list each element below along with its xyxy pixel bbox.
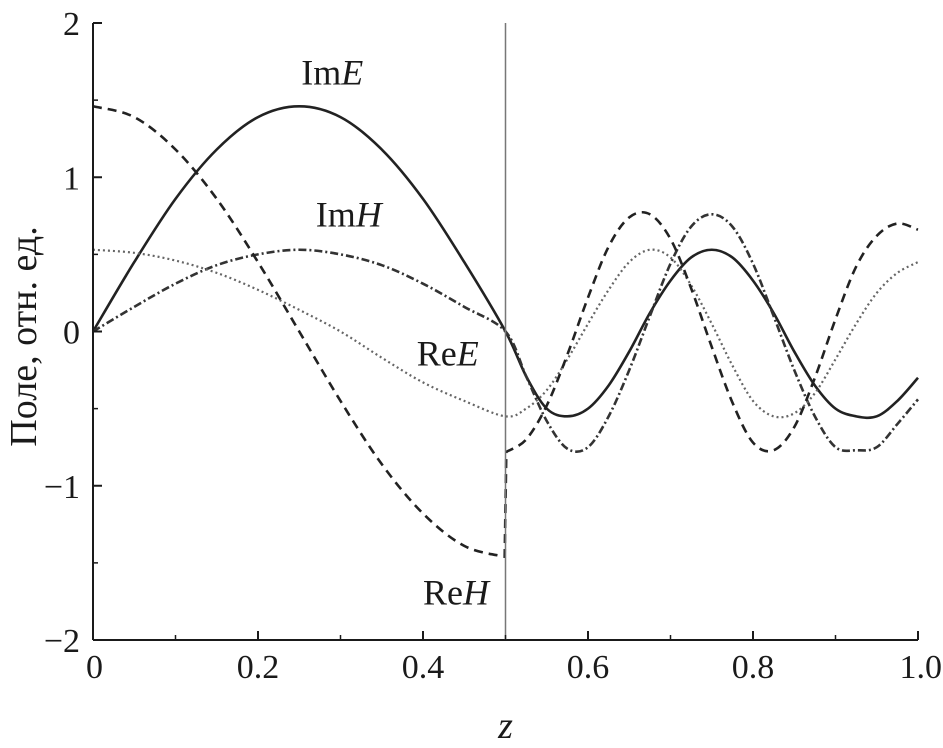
x-tick-label: 1.0	[900, 649, 943, 686]
axes-layer	[92, 23, 918, 641]
x-axis-title: z	[497, 705, 513, 747]
series-label-ree: ReE	[417, 333, 479, 373]
series-ree-line	[92, 248, 919, 419]
x-tick-label: 0.8	[732, 649, 775, 686]
x-tick-label: 0.4	[402, 649, 445, 686]
x-tick-label: 0.6	[567, 649, 610, 686]
annotation-layer: ImE ImH ReE ReH	[301, 53, 491, 613]
y-tick-label: 1	[63, 160, 80, 197]
series-reh-line	[92, 105, 919, 559]
series-imh-line	[92, 212, 919, 453]
y-tick-label: −1	[44, 469, 80, 506]
series-layer	[91, 104, 919, 559]
x-tick-label: 0.2	[237, 649, 280, 686]
tick-layer: 0 0.2 0.4 0.6 0.8 1.0 −2 −1 0 1 2	[44, 6, 942, 686]
y-tick-label: 2	[63, 6, 80, 43]
series-label-reh: ReH	[423, 573, 491, 613]
x-tick-label: 0	[86, 649, 103, 686]
y-axis-title: Поле, отн. ед.	[3, 226, 45, 446]
series-label-ime: ImE	[301, 53, 363, 93]
y-tick-label: −2	[44, 623, 80, 660]
series-ime-line	[91, 104, 919, 420]
series-label-imh: ImH	[316, 195, 384, 235]
y-tick-label: 0	[63, 315, 80, 352]
